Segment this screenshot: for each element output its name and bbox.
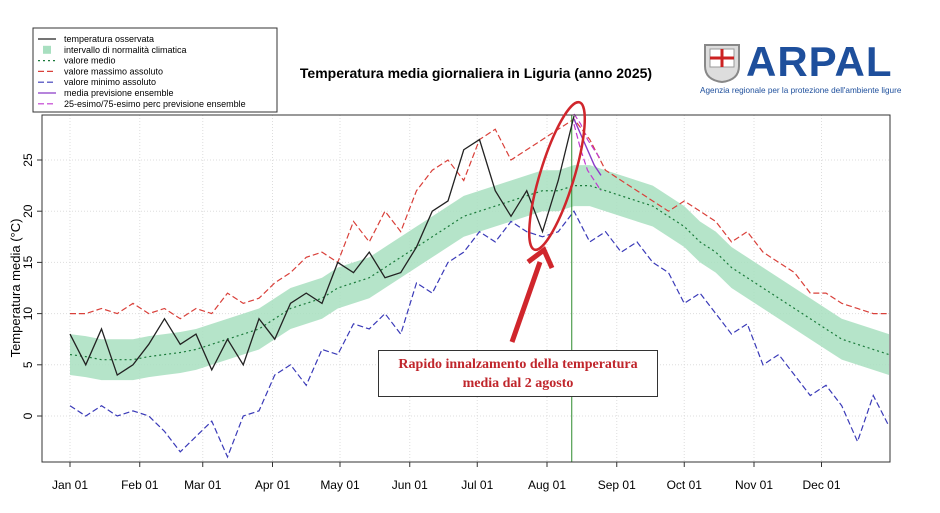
legend-item-label: media previsione ensemble — [64, 88, 174, 98]
annotation-marks — [509, 100, 587, 343]
x-tick-label: Feb 01 — [121, 478, 159, 492]
x-tick-label: Dec 01 — [802, 478, 840, 492]
arpal-logo: ARPAL Agenzia regionale per la protezion… — [700, 38, 901, 98]
annotation-box: Rapido innalzamento della temperatura me… — [378, 350, 658, 397]
legend-item-label: 25-esimo/75-esimo perc previsione ensemb… — [64, 99, 246, 109]
x-tick-label: Nov 01 — [735, 478, 773, 492]
x-tick-label: Jul 01 — [461, 478, 493, 492]
chart-marks — [69, 113, 890, 462]
annotation-arrow-head — [526, 246, 555, 270]
series-valore-minimo-assoluto — [69, 210, 890, 459]
annotation-line-2: media dal 2 agosto — [462, 376, 574, 391]
y-tick-label: 0 — [21, 412, 35, 419]
forecast-p75-line — [573, 113, 602, 161]
forecast-p25-line — [573, 124, 602, 192]
x-tick-label: Mar 01 — [184, 478, 222, 492]
legend-item-label: valore massimo assoluto — [64, 66, 163, 76]
logo-subtitle: Agenzia regionale per la protezione dell… — [700, 86, 902, 95]
legend-swatch — [43, 45, 51, 54]
series-valore-medio — [69, 185, 890, 361]
plot-frame — [41, 114, 891, 463]
legend-box — [32, 27, 278, 113]
legend-item-label: intervallo di normalità climatica — [64, 45, 187, 55]
x-tick-label: Sep 01 — [598, 478, 636, 492]
x-tick-label: May 01 — [320, 478, 360, 492]
legend-item-label: valore minimo assoluto — [64, 77, 156, 87]
series-temperatura-osservata — [69, 115, 575, 377]
axes: Jan 01 Feb 01 Mar 01 Apr 01 May 01 Jun 01 Jul … — [21, 153, 841, 492]
legend-item-label: temperatura osservata — [64, 34, 154, 44]
y-tick-label: 10 — [21, 307, 35, 321]
x-tick-label: Apr 01 — [255, 478, 291, 492]
x-tick-label: Jun 01 — [392, 478, 428, 492]
annotation-arrow-shaft — [509, 261, 543, 343]
liguria-shield-icon — [704, 44, 740, 84]
y-tick-label: 25 — [21, 153, 35, 167]
y-tick-label: 20 — [21, 204, 35, 218]
highlight-ellipse — [527, 100, 587, 252]
x-tick-label: Jan 01 — [52, 478, 88, 492]
x-tick-label: Aug 01 — [528, 478, 566, 492]
x-tick-label: Oct 01 — [667, 478, 703, 492]
legend-item-label: valore medio — [64, 56, 116, 66]
forecast-mean-line — [573, 118, 602, 176]
y-tick-label: 15 — [21, 255, 35, 269]
chart-title: Temperatura media giornaliera in Liguria… — [300, 65, 652, 81]
logo-wordmark: ARPAL — [746, 38, 893, 85]
annotation-line-1: Rapido innalzamento della temperatura — [398, 357, 638, 372]
y-tick-label: 5 — [21, 361, 35, 368]
normal-range-band — [70, 165, 889, 381]
y-axis-label: Temperatura media (°C) — [8, 219, 23, 358]
